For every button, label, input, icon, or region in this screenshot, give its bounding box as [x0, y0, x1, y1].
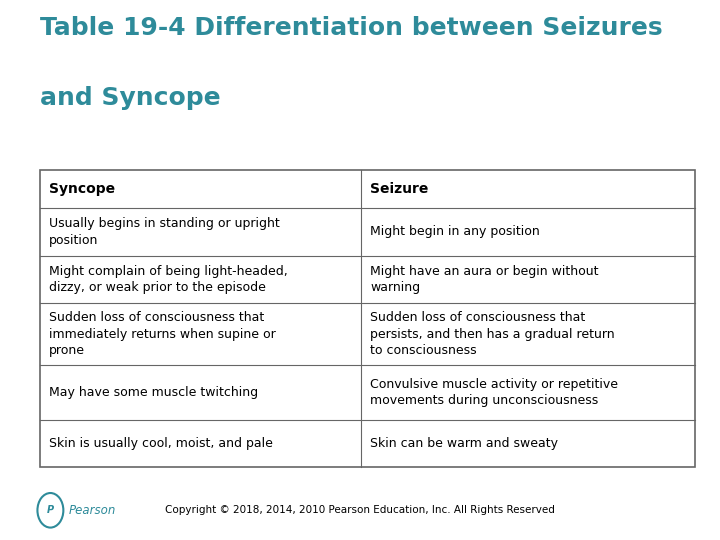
- Text: Skin is usually cool, moist, and pale: Skin is usually cool, moist, and pale: [49, 437, 273, 450]
- Text: Table 19-4 Differentiation between Seizures: Table 19-4 Differentiation between Seizu…: [40, 16, 662, 40]
- Text: Copyright © 2018, 2014, 2010 Pearson Education, Inc. All Rights Reserved: Copyright © 2018, 2014, 2010 Pearson Edu…: [165, 505, 555, 515]
- Text: Sudden loss of consciousness that
persists, and then has a gradual return
to con: Sudden loss of consciousness that persis…: [370, 311, 615, 357]
- Text: Syncope: Syncope: [49, 182, 115, 196]
- Text: P: P: [47, 505, 54, 515]
- Text: Might have an aura or begin without
warning: Might have an aura or begin without warn…: [370, 265, 598, 294]
- Text: Seizure: Seizure: [370, 182, 428, 196]
- Text: Might complain of being light-headed,
dizzy, or weak prior to the episode: Might complain of being light-headed, di…: [49, 265, 288, 294]
- Text: Might begin in any position: Might begin in any position: [370, 225, 540, 238]
- Text: Sudden loss of consciousness that
immediately returns when supine or
prone: Sudden loss of consciousness that immedi…: [49, 311, 276, 357]
- Text: and Syncope: and Syncope: [40, 86, 220, 110]
- Text: Skin can be warm and sweaty: Skin can be warm and sweaty: [370, 437, 558, 450]
- Text: May have some muscle twitching: May have some muscle twitching: [49, 386, 258, 399]
- Text: Convulsive muscle activity or repetitive
movements during unconsciousness: Convulsive muscle activity or repetitive…: [370, 377, 618, 407]
- Bar: [40, 170, 695, 467]
- Text: Usually begins in standing or upright
position: Usually begins in standing or upright po…: [49, 217, 279, 247]
- Text: Pearson: Pearson: [69, 504, 117, 517]
